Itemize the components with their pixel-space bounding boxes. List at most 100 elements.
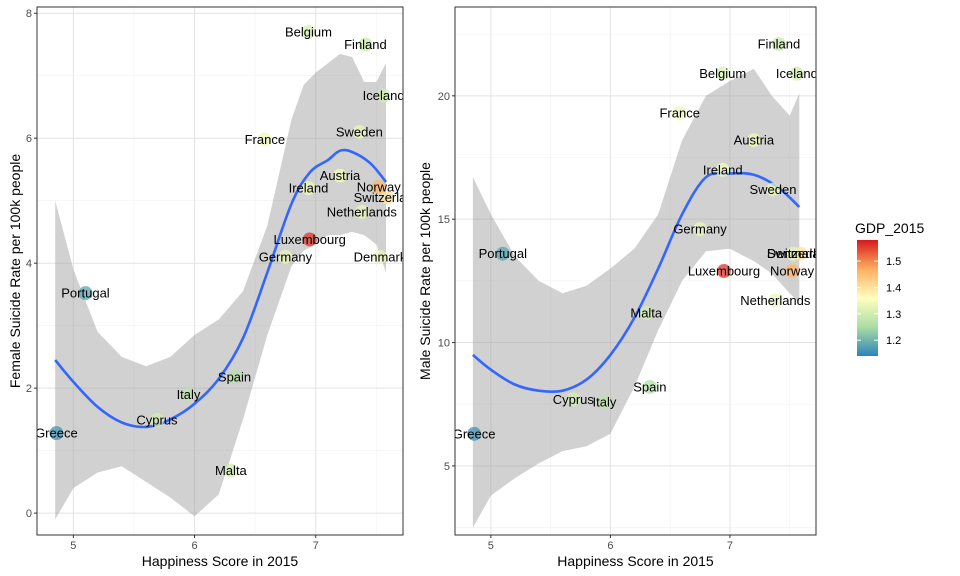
point-label-finland: Finland bbox=[344, 37, 387, 52]
panel-background bbox=[37, 7, 403, 535]
point-label-sweden: Sweden bbox=[336, 124, 383, 139]
point-netherlands bbox=[354, 204, 369, 219]
point-label-denmark: Denmark bbox=[767, 246, 820, 261]
y-tick-label: 8 bbox=[26, 8, 32, 20]
point-label-switzerland: Switzerland bbox=[354, 190, 421, 205]
point-label-portugal: Portugal bbox=[61, 286, 110, 301]
y-tick-label: 20 bbox=[438, 91, 450, 103]
y-axis-title: Female Suicide Rate per 100k people bbox=[7, 154, 23, 388]
legend-colorbar bbox=[857, 240, 878, 356]
point-denmark bbox=[786, 246, 801, 261]
point-cyprus bbox=[566, 392, 581, 407]
smooth-trend-line bbox=[472, 171, 801, 394]
point-finland bbox=[358, 37, 373, 52]
point-finland bbox=[771, 37, 786, 52]
x-tick-label: 6 bbox=[607, 540, 613, 552]
point-label-sweden: Sweden bbox=[749, 182, 796, 197]
point-label-italy: Italy bbox=[592, 394, 616, 409]
x-axis-title: Happiness Score in 2015 bbox=[142, 553, 299, 569]
plot-area: Greece Portugal Cyprus Italy Spain Malta Franc… bbox=[37, 24, 421, 520]
point-label-malta: Malta bbox=[630, 305, 663, 320]
point-norway bbox=[371, 179, 386, 194]
point-label-germany: Germany bbox=[673, 222, 727, 237]
x-tick-label: 7 bbox=[313, 540, 319, 552]
point-portugal bbox=[78, 286, 93, 301]
x-tick-label: 7 bbox=[727, 540, 733, 552]
point-france bbox=[257, 132, 272, 147]
legend-break-label: 1.3 bbox=[886, 309, 901, 321]
point-germany bbox=[693, 222, 708, 237]
legend: GDP_2015 1.2 1.3 1.4 1.5 bbox=[855, 220, 924, 356]
point-label-cyprus: Cyprus bbox=[136, 413, 178, 428]
legend-break-label: 1.2 bbox=[886, 335, 901, 347]
point-italy bbox=[181, 387, 196, 402]
point-label-ireland: Ireland bbox=[703, 162, 743, 177]
point-label-iceland: Iceland bbox=[776, 66, 818, 81]
panel-1: Greece Portugal Cyprus Italy Spain Malta Franc… bbox=[7, 6, 421, 569]
y-tick-label: 4 bbox=[26, 258, 32, 270]
point-austria bbox=[746, 133, 761, 148]
y-tick-label: 0 bbox=[26, 508, 32, 520]
point-switzerland bbox=[380, 190, 395, 205]
point-label-greece: Greece bbox=[453, 426, 496, 441]
point-spain bbox=[227, 369, 242, 384]
point-netherlands bbox=[768, 293, 783, 308]
point-spain bbox=[642, 379, 657, 394]
point-austria bbox=[332, 168, 347, 183]
point-label-finland: Finland bbox=[758, 37, 801, 52]
point-label-netherlands: Netherlands bbox=[327, 204, 398, 219]
point-malta bbox=[223, 463, 238, 478]
point-italy bbox=[597, 394, 612, 409]
x-tick-label: 5 bbox=[488, 540, 494, 552]
point-iceland bbox=[376, 88, 391, 103]
point-sweden bbox=[765, 182, 780, 197]
point-label-luxembourg: Luxembourg bbox=[688, 264, 760, 279]
point-label-ireland: Ireland bbox=[289, 181, 329, 196]
legend-break-label: 1.5 bbox=[886, 256, 901, 268]
point-label-spain: Spain bbox=[633, 379, 666, 394]
point-label-austria: Austria bbox=[734, 133, 775, 148]
point-label-germany: Germany bbox=[259, 249, 313, 264]
legend-break-label: 1.4 bbox=[886, 282, 901, 294]
point-iceland bbox=[789, 66, 804, 81]
point-label-denmark: Denmark bbox=[354, 249, 407, 264]
point-label-belgium: Belgium bbox=[285, 24, 332, 39]
point-luxembourg bbox=[716, 264, 731, 278]
panel-background bbox=[455, 7, 816, 535]
point-denmark bbox=[372, 249, 387, 264]
point-label-cyprus: Cyprus bbox=[553, 392, 595, 407]
panel-border bbox=[36, 6, 404, 536]
point-portugal bbox=[495, 246, 510, 261]
point-greece bbox=[467, 426, 482, 441]
point-belgium bbox=[301, 24, 316, 39]
point-ireland bbox=[715, 162, 730, 177]
point-label-malta: Malta bbox=[215, 463, 248, 478]
point-label-netherlands: Netherlands bbox=[740, 293, 811, 308]
point-label-iceland: Iceland bbox=[363, 88, 405, 103]
confidence-ribbon bbox=[472, 68, 800, 528]
point-belgium bbox=[715, 66, 730, 81]
point-germany bbox=[278, 249, 293, 264]
point-label-portugal: Portugal bbox=[479, 246, 528, 261]
y-tick-label: 10 bbox=[438, 338, 450, 350]
point-label-luxembourg: Luxembourg bbox=[274, 232, 346, 247]
confidence-ribbon bbox=[55, 53, 386, 520]
point-malta bbox=[639, 305, 654, 320]
x-tick-label: 5 bbox=[70, 540, 76, 552]
point-cyprus bbox=[149, 413, 164, 428]
point-ireland bbox=[301, 181, 316, 196]
y-axis-title: Male Suicide Rate per 100k people bbox=[417, 162, 433, 380]
point-label-belgium: Belgium bbox=[699, 66, 746, 81]
y-tick-label: 2 bbox=[26, 383, 32, 395]
point-luxembourg bbox=[302, 232, 317, 247]
x-axis-title: Happiness Score in 2015 bbox=[557, 553, 714, 569]
point-label-norway: Norway bbox=[770, 264, 815, 279]
point-label-italy: Italy bbox=[177, 387, 201, 402]
y-tick-label: 6 bbox=[26, 133, 32, 145]
x-tick-label: 6 bbox=[191, 540, 197, 552]
y-tick-label: 5 bbox=[444, 461, 450, 473]
point-france bbox=[672, 106, 687, 121]
